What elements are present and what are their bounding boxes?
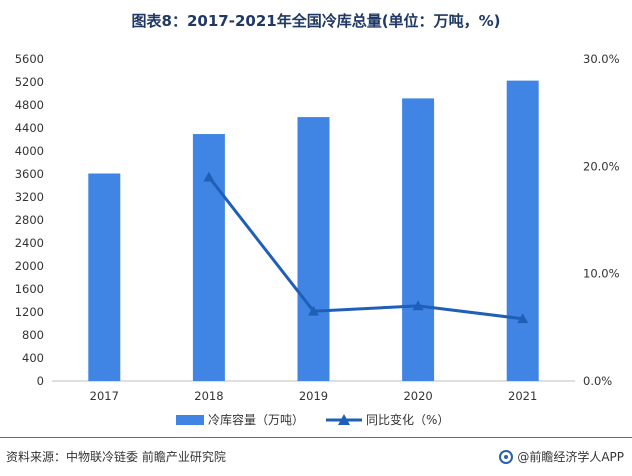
bar (506, 80, 539, 382)
line-marker (517, 313, 529, 324)
brand-text: @前瞻经济学人APP (517, 450, 624, 464)
legend-label-bar: 冷库容量（万吨） (208, 412, 304, 427)
axes: 0 400 800 1200 1600 2000 2400 2800 3200 3600 4000 4… (15, 52, 620, 403)
y-right-tick-label: 30.0% (583, 52, 620, 66)
line-marker (412, 300, 424, 311)
legend-swatch-bar (176, 415, 204, 425)
bar (192, 134, 225, 381)
bar-series (88, 80, 539, 382)
y-left-tick-label: 400 (22, 351, 44, 365)
legend: 冷库容量（万吨） 同比变化（%） (176, 412, 449, 427)
source-text: 资料来源：中物联冷链委 前瞻产业研究院 (6, 450, 226, 464)
y-left-tick-label: 800 (22, 328, 44, 342)
y-left-tick-label: 1200 (15, 305, 44, 319)
brand: @前瞻经济学人APP (499, 448, 624, 465)
y-left-tick-label: 0 (37, 374, 44, 388)
x-tick-label: 2018 (194, 389, 223, 403)
bar (402, 98, 435, 381)
y-left-tick-label: 3600 (15, 167, 44, 181)
chart: 0 400 800 1200 1600 2000 2400 2800 3200 3600 4000 4… (15, 52, 620, 427)
legend-marker (338, 414, 350, 425)
y-left-tick-label: 5200 (15, 75, 44, 89)
brand-logo-icon (499, 449, 514, 464)
line-path (207, 176, 523, 321)
footer: 资料来源：中物联冷链委 前瞻产业研究院 @前瞻经济学人APP (0, 437, 632, 476)
x-tick-label: 2019 (299, 389, 328, 403)
y-right-tick-label: 0.0% (583, 374, 612, 388)
legend-label-line: 同比变化（%） (366, 412, 449, 427)
x-tick-label: 2021 (508, 389, 537, 403)
y-right-tick-label: 20.0% (583, 159, 620, 173)
y-left-tick-label: 3200 (15, 190, 44, 204)
y-left-tick-label: 5600 (15, 52, 44, 66)
y-left-tick-label: 4400 (15, 121, 44, 135)
y-left-tick-label: 2000 (15, 259, 44, 273)
y-left-tick-label: 2400 (15, 236, 44, 250)
y-left-tick-label: 4000 (15, 144, 44, 158)
chart-title: 图表8：2017-2021年全国冷库总量(单位：万吨，%) (131, 12, 501, 30)
line-series (203, 171, 529, 324)
y-right-tick-label: 10.0% (583, 267, 620, 281)
bar (88, 173, 121, 381)
y-left-tick-label: 2800 (15, 213, 44, 227)
line-marker (203, 171, 215, 182)
y-left-tick-label: 4800 (15, 98, 44, 112)
bar (297, 117, 330, 381)
x-tick-label: 2020 (403, 389, 432, 403)
line-marker (308, 305, 319, 316)
x-tick-label: 2017 (90, 389, 119, 403)
y-left-tick-label: 1600 (15, 282, 44, 296)
